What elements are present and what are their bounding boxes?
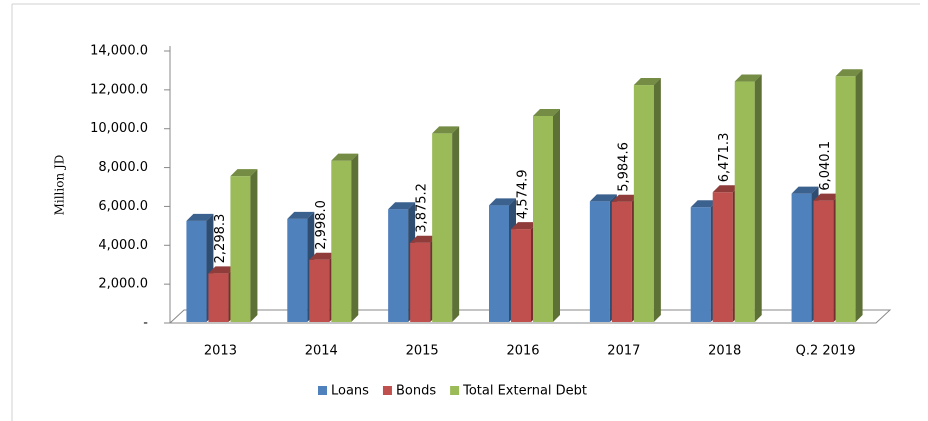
bar-top	[690, 200, 718, 208]
data-label: 4,574.9	[516, 169, 531, 219]
data-label: 2,998.0	[314, 200, 329, 250]
bar-top	[309, 252, 337, 260]
y-tick-label: 12,000.0	[90, 82, 148, 97]
bar	[813, 200, 834, 322]
legend-label: Loans	[331, 384, 369, 399]
y-axis-label: Million JD	[53, 155, 67, 216]
legend-label: Bonds	[396, 384, 436, 399]
bar-top	[734, 74, 762, 82]
bar-top	[489, 198, 516, 206]
x-tick-label: 2015	[406, 344, 439, 359]
bar	[712, 192, 733, 322]
bar-side	[754, 74, 762, 322]
bar	[791, 193, 812, 322]
data-label: 5,984.6	[616, 142, 631, 192]
bar	[734, 81, 755, 322]
bar-top	[432, 126, 460, 134]
y-tick-label: -	[143, 316, 148, 331]
bar-top	[287, 211, 315, 219]
bar	[489, 205, 509, 322]
bar-top	[230, 169, 258, 177]
bar-side	[553, 108, 560, 322]
bar	[309, 259, 330, 322]
bar	[186, 220, 207, 322]
y-tick-label: 6,000.0	[98, 199, 148, 214]
y-tick-label: 10,000.0	[90, 121, 148, 136]
bar-top	[410, 235, 438, 243]
bar	[633, 85, 654, 323]
bar	[690, 207, 711, 322]
y-tick-label: 2,000.0	[98, 277, 148, 292]
bar-side	[250, 169, 258, 322]
bar	[533, 115, 553, 322]
bar	[432, 133, 453, 322]
bar	[208, 273, 229, 322]
bar-top	[791, 186, 819, 194]
y-tick-label: 8,000.0	[98, 160, 148, 175]
bar-side	[452, 126, 460, 322]
bar-top	[611, 194, 639, 202]
bar-top	[633, 78, 661, 86]
data-label: 2,298.3	[213, 214, 228, 264]
y-tick-label: 4,000.0	[98, 238, 148, 253]
y-tick-label: 14,000.0	[90, 44, 148, 59]
x-tick-label: 2014	[305, 344, 338, 359]
x-tick-label: 2017	[607, 344, 640, 359]
bar-top	[813, 193, 841, 201]
data-label: 3,875.2	[415, 183, 430, 233]
x-tick-label: Q.2 2019	[796, 344, 856, 359]
bar	[331, 160, 352, 322]
bar	[611, 201, 632, 322]
bar-top	[186, 213, 214, 221]
legend-label: Total External Debt	[462, 384, 587, 399]
data-label: 6,471.3	[717, 133, 732, 183]
data-label: 6,040.1	[818, 141, 833, 191]
bar-top	[208, 266, 236, 274]
bar	[388, 209, 409, 322]
bar-top	[331, 153, 359, 161]
legend-swatch	[318, 386, 327, 395]
x-tick-label: 2016	[506, 344, 539, 359]
bar-side	[653, 78, 661, 323]
bar-top	[511, 222, 538, 230]
bar	[410, 242, 431, 322]
bar-top	[712, 185, 740, 193]
x-tick-label: 2013	[204, 344, 237, 359]
bar	[835, 76, 856, 323]
bar	[230, 176, 251, 322]
bar-top	[589, 194, 617, 202]
bar-top	[533, 108, 560, 116]
bar-top	[388, 202, 416, 210]
bar-side	[855, 69, 863, 323]
legend-swatch	[450, 386, 460, 395]
bar-side	[351, 153, 359, 322]
x-tick-label: 2018	[708, 344, 741, 359]
legend-swatch	[382, 386, 392, 395]
bar	[511, 229, 531, 322]
bar-top	[835, 69, 863, 77]
bar	[287, 218, 308, 322]
bar	[589, 201, 610, 322]
